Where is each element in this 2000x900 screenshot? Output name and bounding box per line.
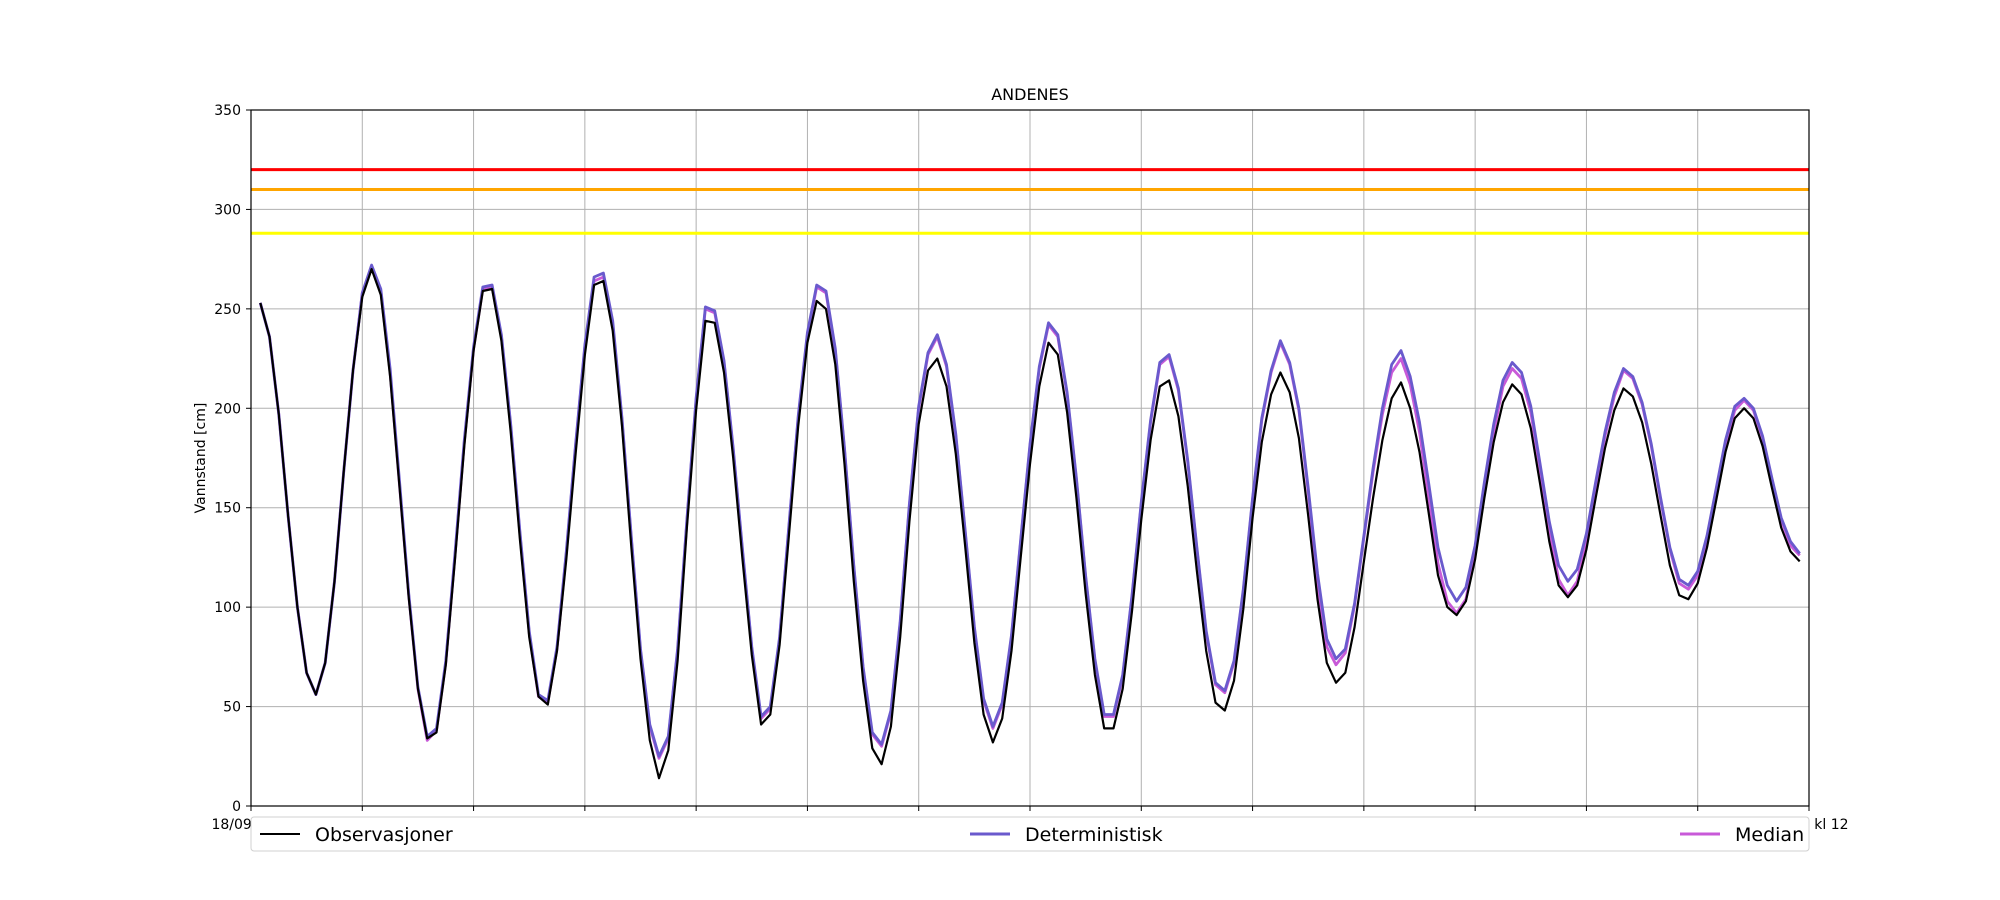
y-tick-label: 300 [214, 202, 241, 218]
y-tick-label: 350 [214, 103, 241, 119]
y-tick-label: 50 [223, 700, 241, 716]
legend-frame [250, 816, 1810, 852]
threshold-lines [251, 168, 1809, 235]
legend: Observasjoner Deterministisk Median [250, 816, 1810, 852]
legend-label: Median [1735, 824, 1804, 846]
y-axis: 0 50 100 150 200 250 300 350 [214, 103, 251, 815]
y-tick-label: 0 [232, 799, 241, 815]
chart-title: ANDENES [991, 85, 1069, 104]
y-tick-label: 150 [214, 501, 241, 517]
y-axis-label: Vannstand [cm] [193, 403, 209, 514]
y-tick-label: 200 [214, 401, 241, 417]
series-line-observasjoner [259, 268, 1801, 780]
legend-label: Observasjoner [315, 824, 453, 846]
y-tick-label: 250 [214, 302, 241, 318]
legend-label: Deterministisk [1025, 824, 1163, 846]
series-lines [258, 263, 1801, 780]
y-tick-label: 100 [214, 600, 241, 616]
